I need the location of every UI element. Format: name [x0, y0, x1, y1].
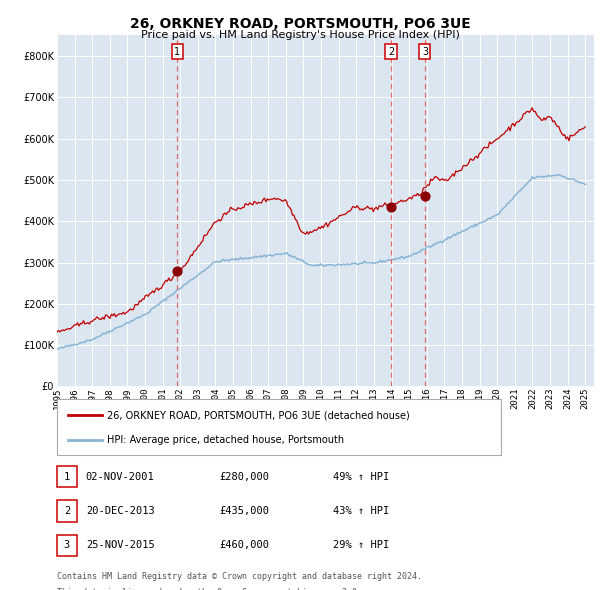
Text: 20-DEC-2013: 20-DEC-2013: [86, 506, 155, 516]
Text: 02-NOV-2001: 02-NOV-2001: [86, 472, 155, 481]
Text: £435,000: £435,000: [219, 506, 269, 516]
Text: £280,000: £280,000: [219, 472, 269, 481]
Text: Contains HM Land Registry data © Crown copyright and database right 2024.: Contains HM Land Registry data © Crown c…: [57, 572, 422, 581]
Text: 26, ORKNEY ROAD, PORTSMOUTH, PO6 3UE (detached house): 26, ORKNEY ROAD, PORTSMOUTH, PO6 3UE (de…: [107, 410, 410, 420]
Text: 1: 1: [175, 47, 181, 57]
Point: [386, 202, 396, 211]
Text: 43% ↑ HPI: 43% ↑ HPI: [333, 506, 389, 516]
Point: [420, 192, 430, 201]
Text: 1: 1: [64, 472, 70, 481]
Text: 26, ORKNEY ROAD, PORTSMOUTH, PO6 3UE: 26, ORKNEY ROAD, PORTSMOUTH, PO6 3UE: [130, 17, 470, 31]
Text: £460,000: £460,000: [219, 540, 269, 550]
Point: [173, 266, 182, 276]
Text: This data is licensed under the Open Government Licence v3.0.: This data is licensed under the Open Gov…: [57, 588, 362, 590]
Text: HPI: Average price, detached house, Portsmouth: HPI: Average price, detached house, Port…: [107, 435, 344, 445]
Text: 3: 3: [422, 47, 428, 57]
Text: 3: 3: [64, 540, 70, 550]
Text: 2: 2: [388, 47, 394, 57]
Text: 49% ↑ HPI: 49% ↑ HPI: [333, 472, 389, 481]
Text: 2: 2: [64, 506, 70, 516]
Text: 25-NOV-2015: 25-NOV-2015: [86, 540, 155, 550]
Text: 29% ↑ HPI: 29% ↑ HPI: [333, 540, 389, 550]
Text: Price paid vs. HM Land Registry's House Price Index (HPI): Price paid vs. HM Land Registry's House …: [140, 30, 460, 40]
